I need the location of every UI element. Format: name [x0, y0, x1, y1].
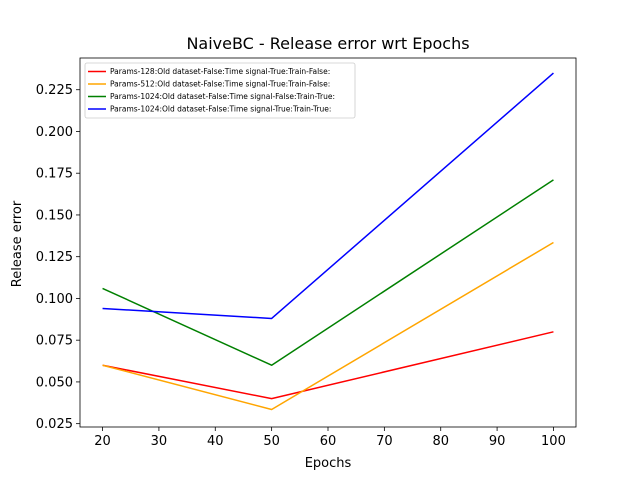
- legend-label: Params-1024:Old dataset-False:Time signa…: [110, 105, 331, 114]
- y-tick-label: 0.200: [36, 125, 73, 140]
- y-axis-title: Release error: [10, 200, 25, 287]
- y-tick-label: 0.025: [36, 417, 73, 432]
- series-line-3: [102, 179, 554, 366]
- legend: Params-128:Old dataset-False:Time signal…: [84, 62, 356, 119]
- axes: 20 30 40 50 60 70 80 90 100 0.025 0.050 0.075 0.100 0…: [36, 57, 577, 449]
- series-line-2: [102, 241, 554, 411]
- series-line-4: [102, 72, 554, 320]
- x-tick-label: 90: [489, 434, 506, 449]
- series-line-1: [102, 331, 554, 400]
- x-tick-label: 50: [263, 434, 280, 449]
- y-tick-label: 0.075: [36, 334, 73, 349]
- legend-label: Params-128:Old dataset-False:Time signal…: [110, 67, 330, 76]
- y-tick-label: 0.125: [36, 250, 73, 265]
- legend-label: Params-512:Old dataset-False:Time signal…: [110, 80, 330, 89]
- y-tick-label: 0.100: [36, 292, 73, 307]
- x-tick-label: 30: [151, 434, 168, 449]
- x-tick-label: 60: [320, 434, 337, 449]
- legend-label: Params-1024:Old dataset-False:Time signa…: [110, 92, 335, 101]
- legend-box: [84, 62, 356, 119]
- x-tick-label: 80: [432, 434, 449, 449]
- x-tick-label: 20: [94, 434, 111, 449]
- plot-area: [102, 72, 554, 411]
- x-axis-title: Epochs: [305, 456, 352, 471]
- chart-title: NaiveBC - Release error wrt Epochs: [186, 34, 469, 53]
- y-tick-label: 0.175: [36, 167, 73, 182]
- y-tick-label: 0.150: [36, 208, 73, 223]
- y-tick-label: 0.225: [36, 83, 73, 98]
- x-tick-label: 40: [207, 434, 224, 449]
- x-tick-label: 70: [376, 434, 393, 449]
- y-tick-label: 0.050: [36, 375, 73, 390]
- x-tick-label: 100: [541, 434, 566, 449]
